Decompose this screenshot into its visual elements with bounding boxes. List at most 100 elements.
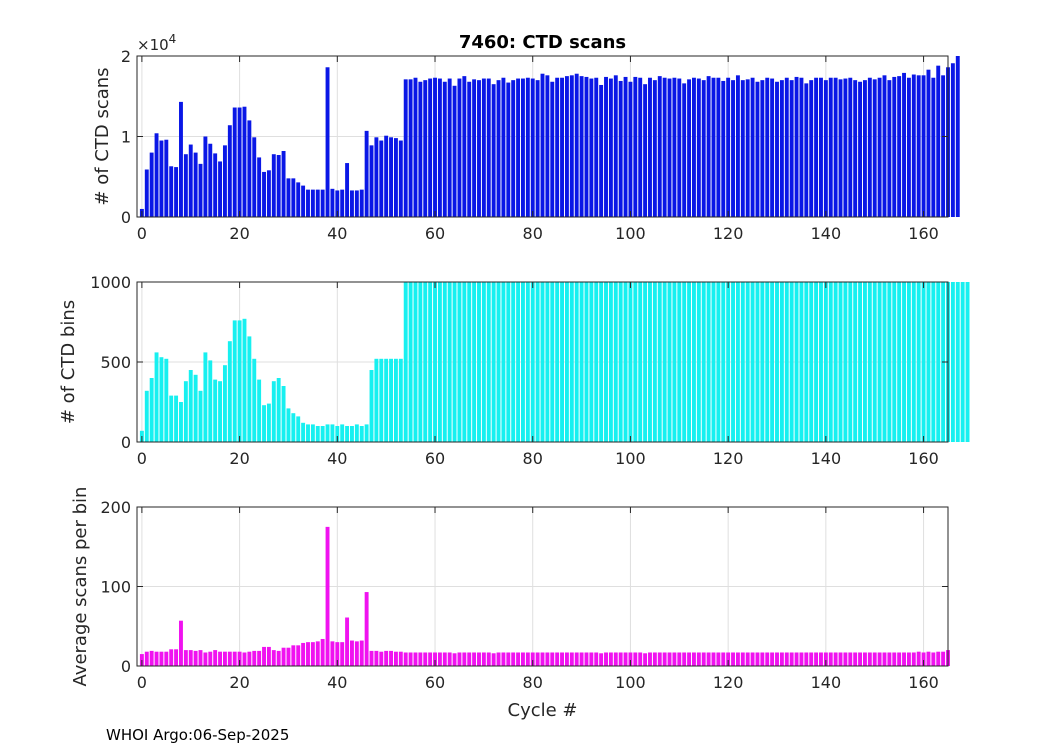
bar: [340, 189, 345, 217]
bar: [862, 652, 867, 666]
bar: [555, 652, 560, 666]
y-axis-label: Average scans per bin: [70, 487, 91, 687]
bar: [222, 145, 227, 217]
bar: [853, 80, 858, 218]
bar: [872, 282, 877, 442]
bar: [203, 652, 208, 666]
bar: [262, 405, 266, 442]
bar: [672, 282, 677, 442]
bar: [672, 77, 677, 217]
bar: [447, 282, 452, 442]
chart-title: 7460: CTD scans: [459, 32, 626, 53]
bar: [364, 592, 369, 666]
bar: [369, 370, 374, 442]
bar: [516, 282, 521, 442]
bar: [682, 83, 687, 218]
bar: [623, 76, 628, 218]
bar: [198, 163, 203, 217]
bar: [540, 282, 545, 442]
bar: [516, 78, 521, 217]
bar: [384, 135, 389, 217]
bar: [491, 84, 496, 217]
bar: [340, 424, 345, 442]
bar: [218, 161, 223, 217]
bar: [271, 154, 276, 217]
bar: [804, 652, 809, 666]
x-tick-label: 140: [811, 449, 842, 468]
bar: [413, 652, 418, 666]
bar: [696, 78, 701, 217]
bar: [745, 282, 750, 442]
bar: [149, 152, 154, 217]
bar: [486, 282, 491, 442]
x-tick-label: 20: [229, 673, 249, 692]
bar: [867, 652, 872, 666]
bar: [442, 81, 447, 217]
bar: [599, 84, 604, 217]
bar: [393, 358, 398, 442]
bar: [501, 282, 506, 442]
bar: [281, 386, 286, 442]
bar: [750, 282, 755, 442]
bar: [535, 80, 540, 218]
bar: [652, 80, 657, 218]
bar: [345, 163, 350, 217]
bar: [232, 320, 237, 442]
bar: [838, 79, 843, 217]
bar: [227, 651, 232, 666]
bar: [589, 652, 594, 666]
bar: [257, 379, 262, 442]
bar: [648, 77, 652, 217]
bar: [599, 282, 604, 442]
bar: [330, 188, 335, 217]
bar: [770, 652, 775, 666]
bar: [760, 652, 765, 666]
bar: [550, 652, 555, 666]
bar: [594, 652, 599, 666]
bar: [604, 652, 608, 666]
bar: [858, 282, 863, 442]
bar: [335, 642, 340, 666]
bar: [237, 651, 242, 666]
bar: [403, 652, 408, 666]
bar: [564, 652, 569, 666]
x-tick-label: 80: [523, 224, 543, 243]
bar: [906, 282, 911, 442]
bar: [657, 652, 662, 666]
bar: [398, 140, 403, 217]
bar: [262, 171, 266, 217]
bar: [530, 282, 535, 442]
bar: [364, 130, 369, 217]
bar: [779, 80, 784, 218]
bar: [276, 650, 281, 666]
bar: [545, 652, 550, 666]
bar: [696, 652, 701, 666]
bar: [467, 282, 472, 442]
bar: [648, 282, 652, 442]
bar: [418, 652, 423, 666]
x-tick-label: 60: [425, 224, 445, 243]
bar: [486, 652, 491, 666]
bar: [921, 75, 926, 217]
bar: [823, 80, 828, 218]
bar: [521, 282, 525, 442]
bar: [887, 282, 892, 442]
bar: [452, 85, 457, 217]
bar: [379, 140, 384, 217]
bar: [296, 645, 301, 666]
bar: [266, 403, 271, 442]
bar: [188, 144, 193, 217]
bar: [897, 652, 902, 666]
bar: [677, 78, 682, 217]
bar: [472, 79, 477, 217]
bar: [423, 652, 428, 666]
bar: [467, 652, 472, 666]
bar: [848, 77, 853, 217]
bar: [731, 282, 735, 442]
bar: [877, 652, 882, 666]
bar: [643, 282, 648, 442]
bar: [262, 646, 266, 666]
bar: [545, 282, 550, 442]
bar: [354, 424, 359, 442]
bar: [496, 282, 501, 442]
